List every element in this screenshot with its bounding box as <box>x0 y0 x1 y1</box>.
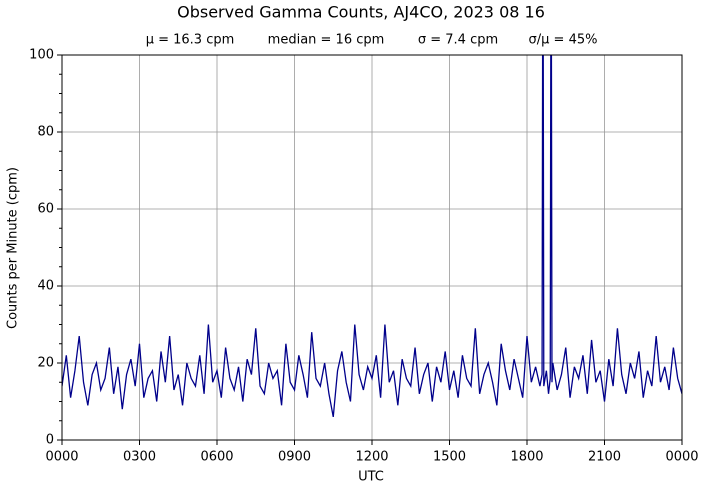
x-tick-label: 1500 <box>433 450 466 465</box>
x-tick-label: 2100 <box>588 450 621 465</box>
y-tick-label: 40 <box>37 279 54 294</box>
x-tick-label: 0900 <box>278 450 311 465</box>
stat: σ = 7.4 cpm <box>418 33 498 48</box>
y-tick-label: 0 <box>46 433 54 448</box>
y-tick-label: 60 <box>37 202 54 217</box>
stat: μ = 16.3 cpm <box>146 33 235 48</box>
y-tick-label: 20 <box>37 356 54 371</box>
x-tick-label: 0000 <box>45 450 78 465</box>
stat: σ/μ = 45% <box>529 33 598 48</box>
x-axis-label: UTC <box>358 470 384 485</box>
y-axis-label: Counts per Minute (cpm) <box>6 167 21 329</box>
x-tick-label: 1200 <box>355 450 388 465</box>
x-tick-label: 1800 <box>510 450 543 465</box>
y-tick-label: 80 <box>37 125 54 140</box>
y-tick-label: 100 <box>29 48 54 63</box>
stat: median = 16 cpm <box>268 33 385 48</box>
x-tick-label: 0000 <box>665 450 698 465</box>
chart-title: Observed Gamma Counts, AJ4CO, 2023 08 16 <box>177 3 545 22</box>
x-tick-label: 0300 <box>123 450 156 465</box>
data-line <box>62 55 682 418</box>
x-tick-label: 0600 <box>200 450 233 465</box>
